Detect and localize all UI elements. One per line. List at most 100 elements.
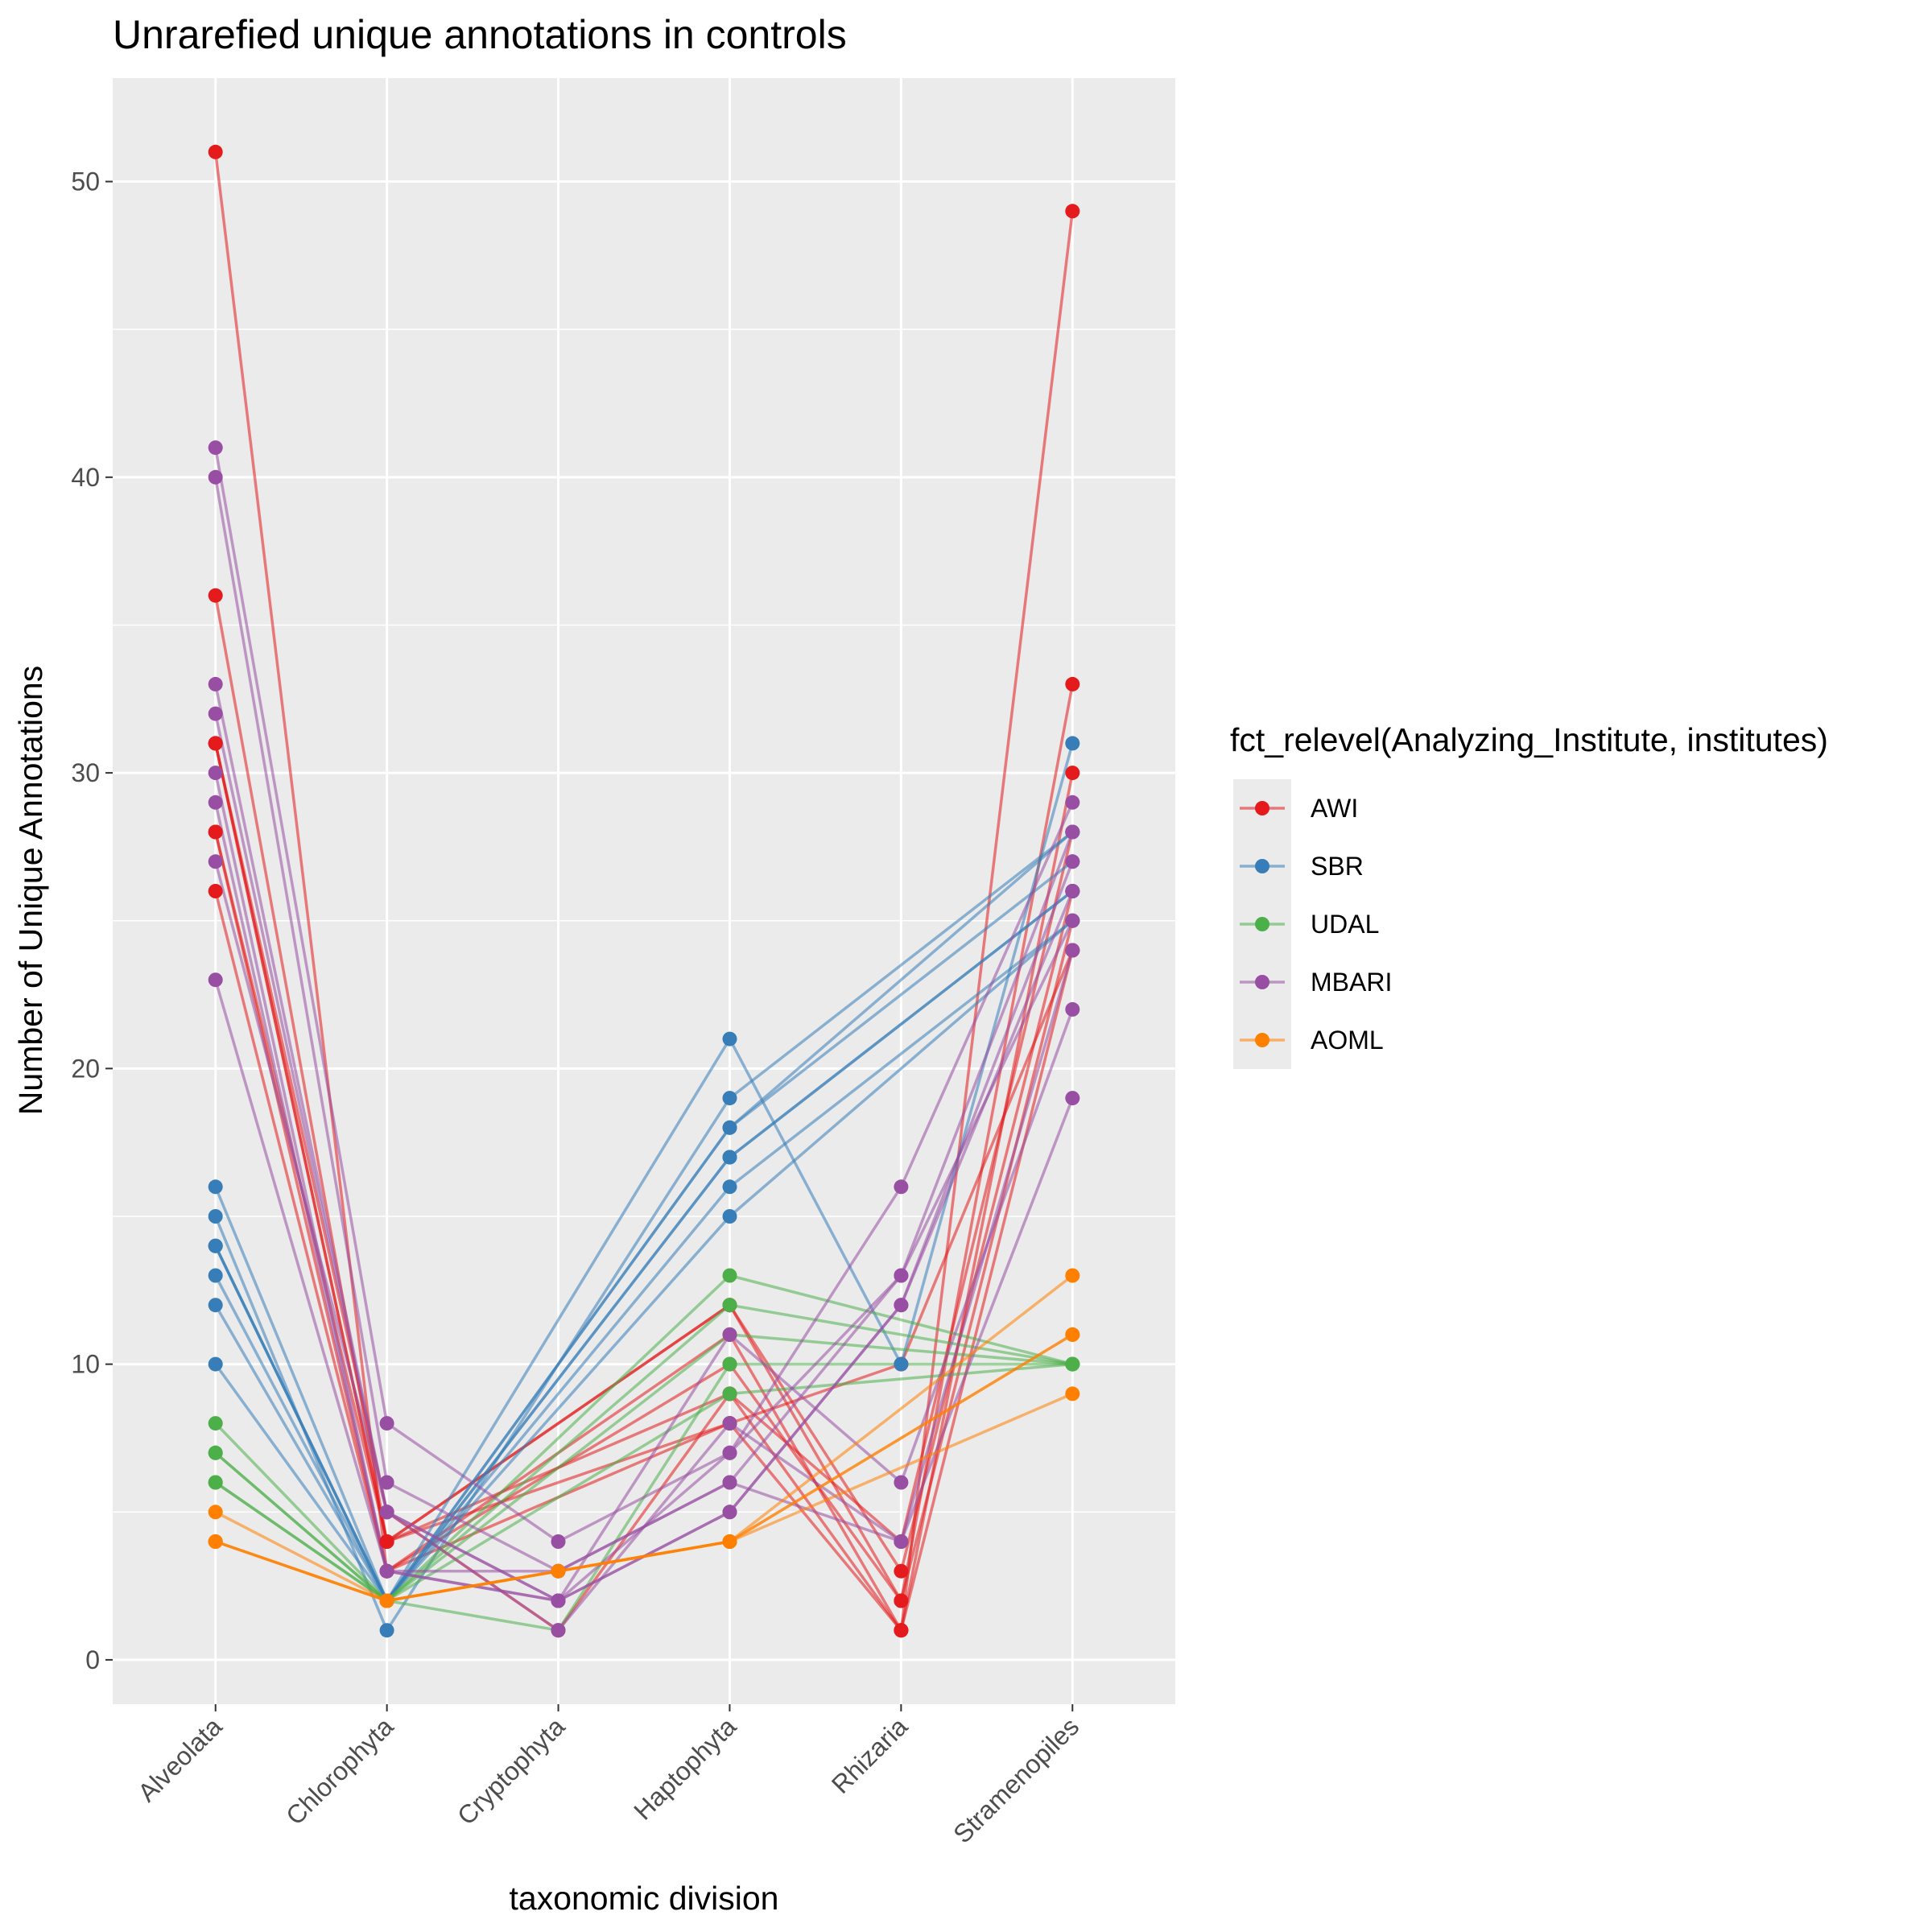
data-point-mbari [208,795,223,810]
data-point-udal [208,1445,223,1460]
data-point-sbr [722,1209,737,1224]
x-tick-label: Haptophyta [628,1711,741,1825]
legend-label: MBARI [1311,968,1392,997]
data-point-awi [1065,766,1080,781]
legend-key-point [1255,917,1269,931]
data-point-awi [208,588,223,603]
data-point-mbari [208,766,223,781]
data-point-sbr [208,1209,223,1224]
legend-key-point [1255,1033,1269,1047]
data-point-sbr [722,1120,737,1135]
legend-title: fct_relevel(Analyzing_Institute, institu… [1230,721,1828,758]
data-point-mbari [894,1534,909,1549]
data-point-awi [379,1534,394,1549]
y-tick-label: 40 [71,463,100,492]
series-line-sbr [214,890,1074,1603]
data-point-sbr [208,1179,223,1195]
data-point-mbari [1065,854,1080,869]
legend-label: UDAL [1311,910,1379,939]
data-point-mbari [1065,1001,1080,1017]
data-point-mbari [379,1475,394,1490]
data-point-awi [894,1563,909,1579]
y-tick-label: 50 [71,167,100,196]
data-point-sbr [208,1298,223,1313]
data-point-awi [1065,204,1080,219]
data-point-mbari [722,1445,737,1460]
x-tick-label: Chlorophyta [280,1711,399,1831]
data-point-sbr [208,1238,223,1253]
data-point-mbari [379,1563,394,1579]
data-point-aoml [551,1563,566,1579]
legend-label: SBR [1311,852,1364,881]
data-point-mbari [208,706,223,721]
data-point-mbari [551,1623,566,1638]
legend-key-point [1255,859,1269,873]
series-line-udal [214,1333,1073,1603]
y-tick-label: 30 [71,758,100,787]
legend-label: AOML [1311,1026,1384,1055]
series-line-mbari [214,861,1074,1632]
data-point-udal [722,1298,737,1313]
data-point-mbari [894,1268,909,1283]
data-point-udal [208,1416,223,1431]
series-points [208,144,1080,1638]
legend-key-point [1255,801,1269,815]
data-point-mbari [722,1505,737,1520]
legend-key-point [1255,975,1269,989]
series-line-sbr [214,919,1074,1603]
data-point-sbr [208,1356,223,1372]
data-point-mbari [208,676,223,691]
data-point-aoml [722,1534,737,1549]
data-point-udal [722,1268,737,1283]
x-tick-label: Cryptophyta [452,1711,571,1831]
data-point-mbari [379,1416,394,1431]
data-point-mbari [894,1475,909,1490]
data-point-mbari [722,1327,737,1342]
data-point-sbr [722,1179,737,1195]
data-point-awi [894,1593,909,1608]
data-point-sbr [208,1268,223,1283]
data-point-awi [208,144,223,159]
data-point-sbr [1065,736,1080,751]
data-point-mbari [1065,943,1080,958]
data-point-mbari [894,1298,909,1313]
data-point-udal [722,1356,737,1372]
data-point-udal [208,1475,223,1490]
x-tick-label: Stramenopiles [947,1711,1084,1848]
data-point-sbr [722,1091,737,1106]
legend-label: AWI [1311,794,1358,823]
data-point-mbari [208,469,223,485]
data-point-mbari [208,972,223,988]
data-point-udal [722,1386,737,1402]
data-point-aoml [208,1534,223,1549]
data-point-mbari [551,1534,566,1549]
data-point-mbari [551,1593,566,1608]
data-point-aoml [379,1593,394,1608]
series-line-udal [214,1362,1073,1603]
x-axis-title: taxonomic division [510,1880,779,1917]
y-axis-title: Number of Unique Annotations [12,666,49,1115]
data-point-awi [208,824,223,840]
data-point-udal [1065,1356,1080,1372]
x-tick-label: Alveolata [132,1711,228,1807]
data-point-mbari [208,854,223,869]
legend: fct_relevel(Analyzing_Institute, institu… [1230,721,1828,1069]
data-point-mbari [1065,795,1080,810]
data-point-sbr [722,1150,737,1165]
data-point-sbr [722,1031,737,1046]
data-point-aoml [1065,1386,1080,1402]
data-point-mbari [1065,884,1080,898]
y-tick-label: 20 [71,1054,100,1083]
data-point-aoml [208,1505,223,1520]
series-line-udal [214,1274,1073,1603]
data-point-mbari [722,1416,737,1431]
data-point-mbari [722,1475,737,1490]
data-point-awi [208,736,223,751]
data-point-sbr [379,1623,394,1638]
series-line-mbari [213,447,1074,1543]
x-tick-label: Rhizaria [826,1711,914,1799]
y-tick-label: 10 [71,1350,100,1379]
data-point-awi [208,884,223,898]
data-point-aoml [1065,1268,1080,1283]
